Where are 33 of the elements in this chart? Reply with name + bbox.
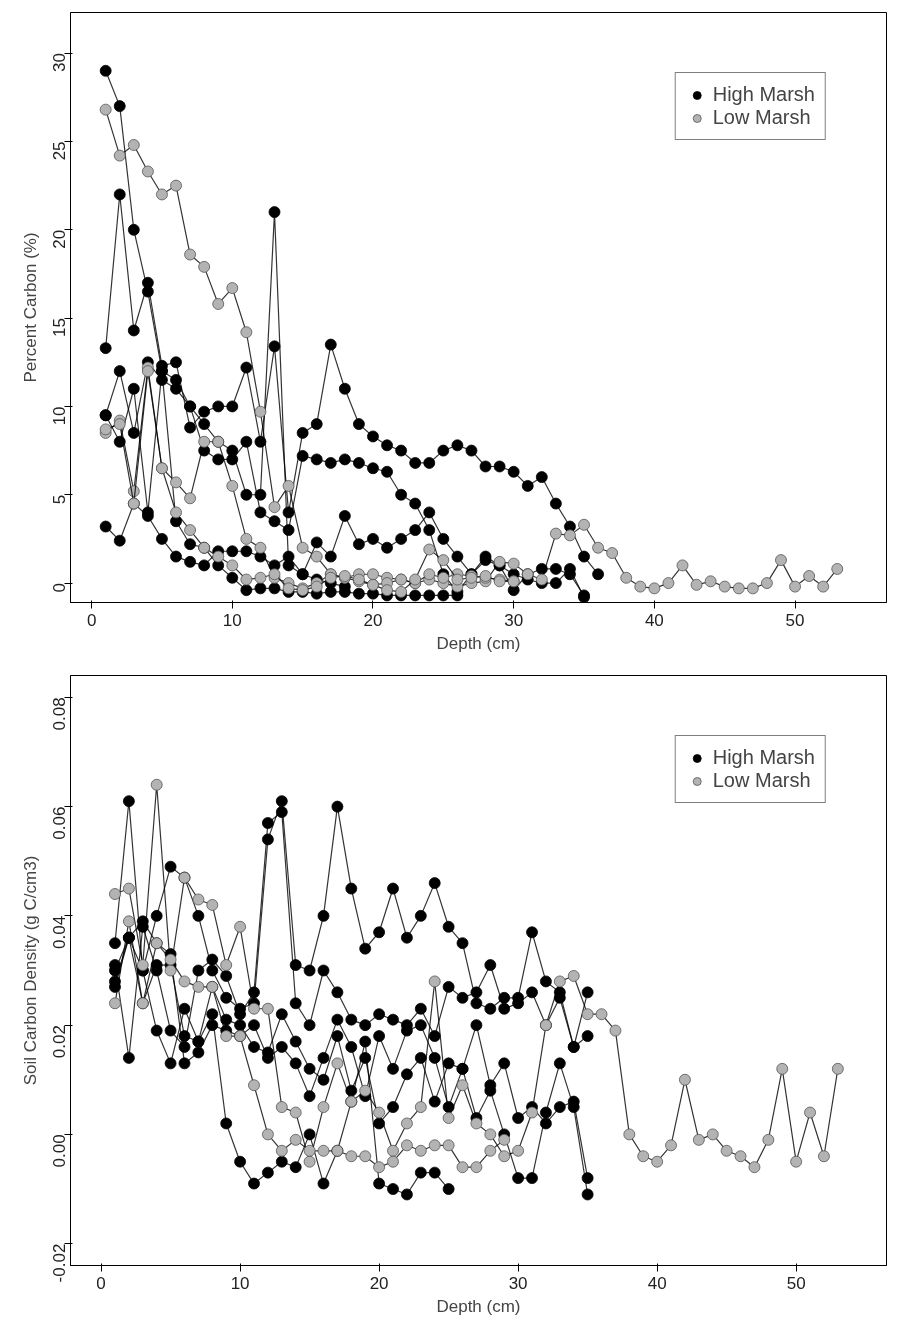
legend-label: Low Marsh xyxy=(712,769,811,792)
y-tick-label: 20 xyxy=(50,229,70,249)
y-tick-label: 10 xyxy=(50,406,70,426)
x-tick-label: 20 xyxy=(369,1273,389,1293)
y-tick-label: 0.08 xyxy=(50,697,70,731)
x-tick-label: 30 xyxy=(508,1273,528,1293)
x-tick-label: 10 xyxy=(222,610,242,630)
y-axis-title: Soil Carbon Density (g C/cm3) xyxy=(20,855,40,1086)
y-tick-label: 0 xyxy=(50,583,70,593)
x-tick-label: 20 xyxy=(363,610,383,630)
y-tick-label: 0.00 xyxy=(50,1134,70,1168)
y-tick-label: 15 xyxy=(50,318,70,338)
x-tick-label: 40 xyxy=(644,610,664,630)
x-tick-label: 0 xyxy=(86,610,97,630)
legend-label: Low Marsh xyxy=(712,106,811,129)
x-axis-title: Depth (cm) xyxy=(436,1296,521,1316)
y-tick-label: 0.06 xyxy=(50,806,70,840)
x-tick-label: 50 xyxy=(785,610,805,630)
y-tick-label: 5 xyxy=(50,494,70,505)
y-tick-label: -0.02 xyxy=(50,1243,70,1283)
x-tick-label: 30 xyxy=(504,610,524,630)
y-tick-label: 0.02 xyxy=(50,1025,70,1059)
legend-label: High Marsh xyxy=(712,83,815,106)
x-tick-label: 40 xyxy=(647,1273,667,1293)
x-axis-title: Depth (cm) xyxy=(436,633,521,653)
x-tick-label: 50 xyxy=(786,1273,806,1293)
x-tick-label: 0 xyxy=(96,1273,106,1293)
y-tick-label: 30 xyxy=(50,53,70,73)
y-axis-title: Percent Carbon (%) xyxy=(20,232,40,383)
x-tick-label: 10 xyxy=(230,1273,250,1293)
y-tick-label: 25 xyxy=(50,141,70,161)
y-tick-label: 0.04 xyxy=(50,915,70,949)
legend-label: High Marsh xyxy=(712,746,815,769)
